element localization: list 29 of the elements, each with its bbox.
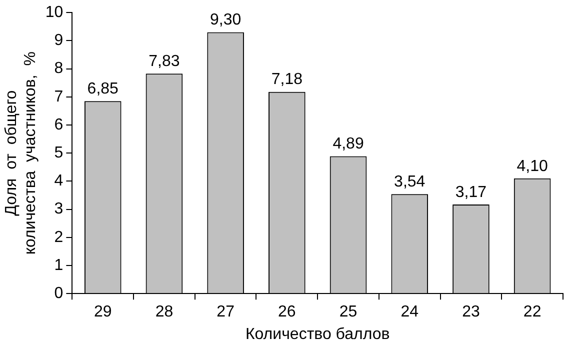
y-tick-label: 7 [54, 88, 64, 106]
x-tick-label: 23 [462, 304, 480, 321]
data-label: 4,10 [516, 158, 548, 175]
y-tick-label: 0 [54, 285, 64, 302]
data-label: 9,30 [210, 12, 242, 29]
x-tick-label: 28 [155, 304, 174, 321]
x-tick-label: 26 [278, 304, 296, 321]
y-tick-label: 1 [54, 256, 64, 274]
x-tick-label: 24 [400, 304, 419, 321]
y-tick-label: 2 [54, 228, 64, 246]
data-label: 7,83 [148, 52, 180, 70]
data-label: 4,89 [332, 136, 364, 153]
y-tick-label: 8 [54, 60, 64, 78]
data-label: 6,85 [87, 80, 119, 98]
x-tick-label: 22 [523, 304, 542, 321]
y-axis-title: Доля от общего количества участников, % [3, 52, 40, 255]
y-tick-label: 5 [54, 144, 64, 162]
y-tick-label: 4 [54, 172, 64, 190]
data-label: 3,54 [394, 174, 426, 191]
data-label: 3,17 [455, 184, 487, 201]
data-label: 7,18 [271, 71, 303, 88]
x-axis-title: Количество баллов [245, 326, 390, 343]
y-tick-label: 10 [45, 4, 64, 22]
y-tick-label: 6 [54, 116, 64, 134]
y-tick-label: 3 [54, 200, 64, 218]
x-tick-label: 25 [339, 304, 358, 321]
x-tick-label: 27 [216, 304, 235, 321]
x-tick-label: 29 [94, 304, 112, 321]
y-tick-label: 9 [54, 32, 64, 50]
